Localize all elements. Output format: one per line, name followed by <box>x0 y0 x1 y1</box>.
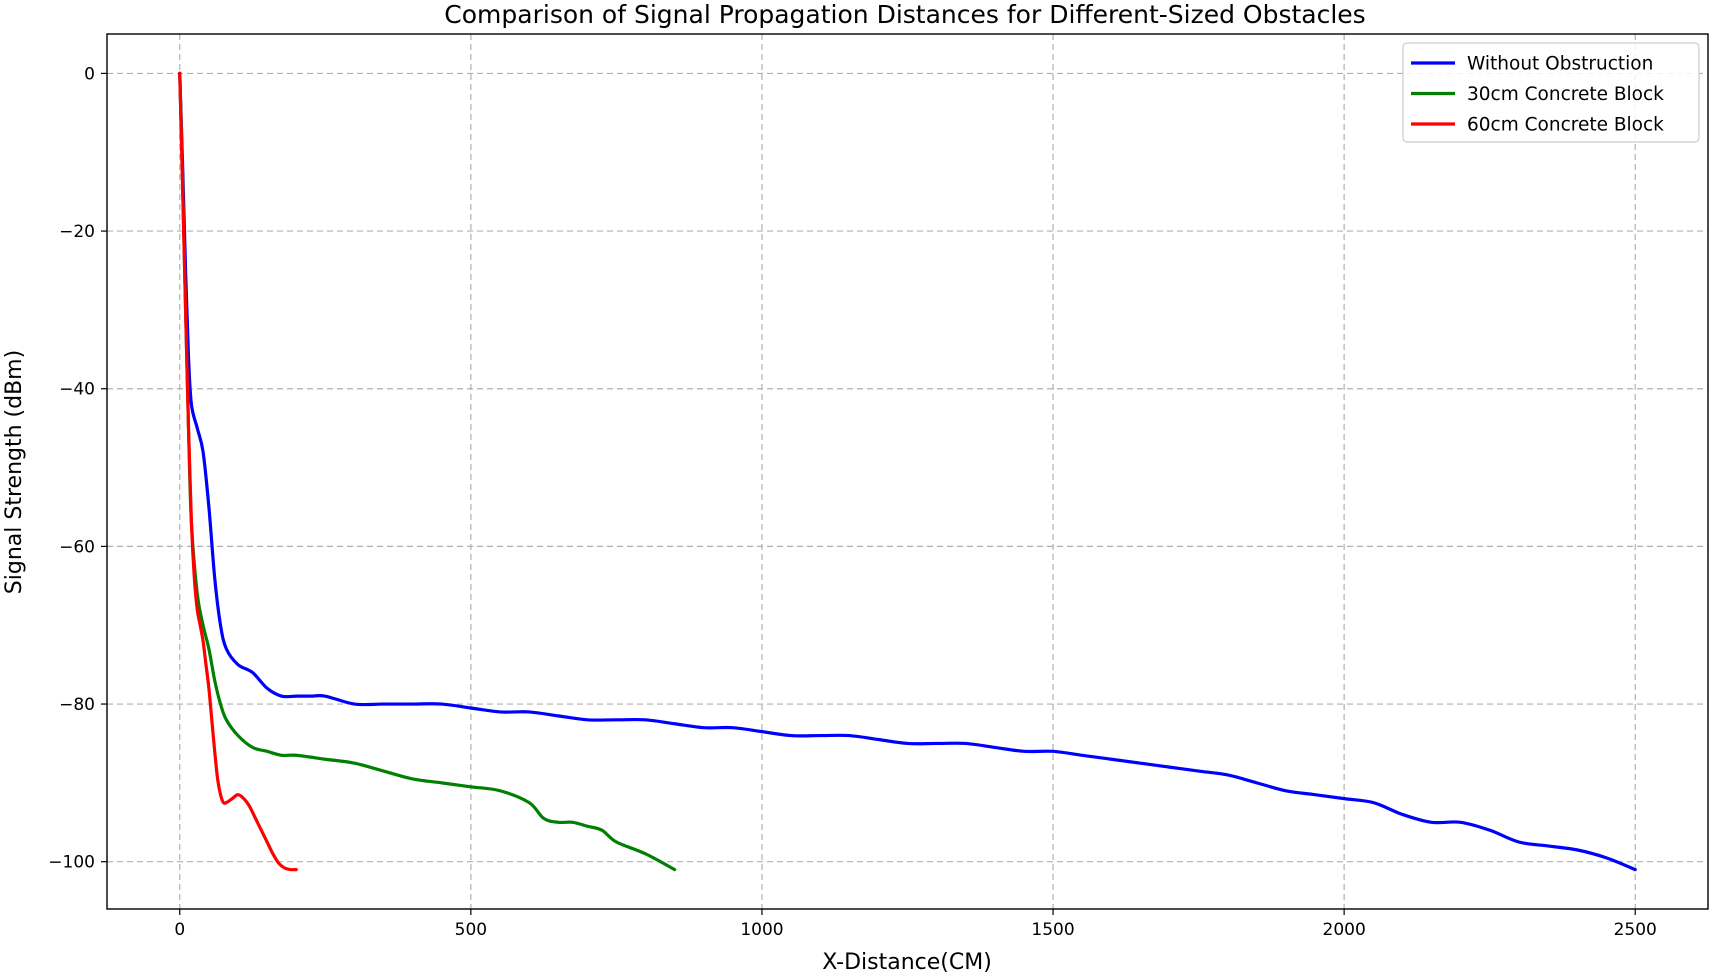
series-lines <box>178 71 1637 872</box>
y-tick-label: −80 <box>59 695 95 715</box>
x-tick-label: 2000 <box>1323 920 1366 940</box>
x-tick-label: 2500 <box>1614 920 1657 940</box>
grid <box>107 34 1708 909</box>
x-tick-label: 500 <box>455 920 487 940</box>
series-line-1 <box>178 71 677 872</box>
axis-ticks: 0 500 1000 1500 2000 2500 0 −20 −40 −60 −80 −100 <box>48 64 1657 940</box>
chart-title: Comparison of Signal Propagation Distanc… <box>444 0 1365 29</box>
x-tick-label: 1000 <box>740 920 783 940</box>
x-tick-label: 1500 <box>1031 920 1074 940</box>
legend-label: 60cm Concrete Block <box>1467 115 1664 136</box>
legend-label: Without Obstruction <box>1467 54 1653 75</box>
y-tick-label: −100 <box>48 853 95 873</box>
legend-box <box>1402 42 1700 143</box>
series-line-0 <box>178 71 1637 872</box>
x-tick-label: 0 <box>174 920 185 940</box>
y-tick-label: 0 <box>84 64 95 84</box>
y-tick-label: −60 <box>59 537 95 557</box>
series-line-2 <box>178 71 298 872</box>
y-axis-label: Signal Strength (dBm) <box>2 350 27 594</box>
plot-area-frame <box>106 33 1709 910</box>
x-axis-label: X-Distance(CM) <box>822 950 992 975</box>
legend-label: 30cm Concrete Block <box>1467 84 1664 105</box>
y-tick-label: −20 <box>59 222 95 242</box>
legend: Without Obstruction 30cm Concrete Block 60… <box>1402 42 1700 143</box>
y-tick-label: −40 <box>59 380 95 400</box>
